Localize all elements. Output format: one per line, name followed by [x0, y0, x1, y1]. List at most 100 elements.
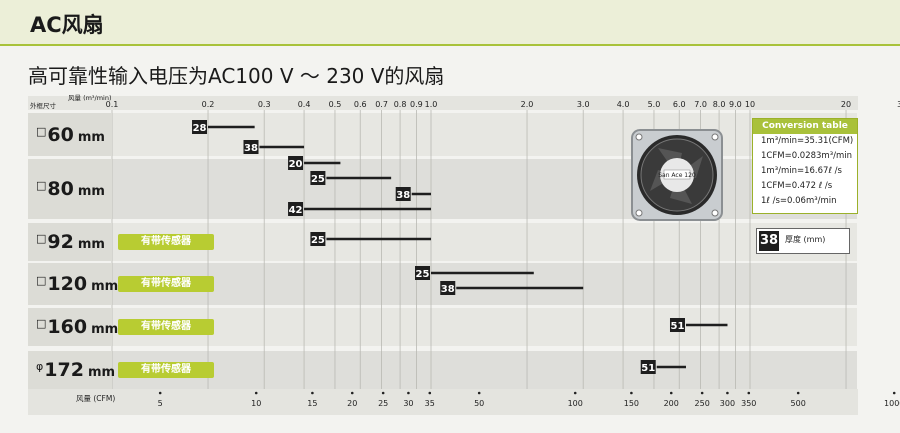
bottom-tick-mark: [350, 391, 354, 395]
bottom-tick-label: 350: [741, 399, 756, 408]
bottom-tick-label: 50: [474, 399, 484, 408]
top-tick-label: 0.3: [258, 100, 271, 109]
top-tick-label: 30: [897, 100, 900, 109]
row-band: [112, 263, 857, 305]
size-value: □80 mm: [36, 178, 105, 200]
conversion-line: 1m³/min=16.67ℓ /s: [761, 166, 842, 176]
top-tick-label: 8.0: [713, 100, 726, 109]
fan-label: San Ace 120: [658, 172, 696, 179]
thickness-label: 38: [441, 284, 455, 295]
thickness-label: 51: [641, 363, 655, 374]
size-row-label: □160 mm: [28, 308, 118, 346]
size-number: 92: [47, 231, 74, 253]
top-tick-label: 0.2: [202, 100, 215, 109]
bottom-axis-unit: 风量 (CFM): [76, 394, 115, 403]
bottom-tick-mark: [892, 391, 896, 395]
thickness-badge: [310, 171, 326, 185]
bottom-tick-label: 5: [158, 399, 163, 408]
thickness-badge: [243, 140, 259, 154]
shape-prefix: □: [36, 232, 47, 245]
bottom-tick-label: 250: [695, 399, 710, 408]
row-band: [112, 223, 857, 261]
shape-prefix: □: [36, 179, 47, 192]
size-number: 120: [47, 273, 88, 295]
size-value: □120 mm: [36, 273, 118, 295]
thickness-badge: [440, 281, 456, 295]
top-tick-label: 7.0: [694, 100, 707, 109]
size-unit: mm: [87, 365, 116, 380]
row-band: [112, 351, 857, 389]
shape-prefix: φ: [36, 360, 44, 373]
top-tick-label: 0.5: [329, 100, 342, 109]
conversion-line: 1ℓ /s=0.06m³/min: [761, 196, 837, 206]
page-subtitle: 高可靠性输入电压为AC100 V ～ 230 V的风扇: [28, 64, 445, 88]
top-tick-label: 9.0: [729, 100, 742, 109]
conversion-line: 1m³/min=35.31(CFM): [761, 136, 854, 146]
conversion-line: 1CFM=0.472 ℓ /s: [761, 181, 833, 191]
row-band: [112, 113, 857, 156]
airflow-chart: 0.1 0.2 0.3 0.4 0.5 0.6 0.7 0.8 0.9 1.0 2.0 3.0 4.0 5…: [28, 94, 900, 415]
thickness-label: 28: [193, 123, 207, 134]
bottom-tick-mark: [669, 391, 673, 395]
bottom-tick-mark: [796, 391, 800, 395]
thickness-badge: [288, 156, 304, 170]
bottom-tick-mark: [630, 391, 633, 395]
size-unit: mm: [77, 129, 105, 145]
bottom-tick-label: 20: [347, 399, 357, 408]
sensor-tag: 有带传感器: [118, 276, 214, 292]
bottom-tick-mark: [381, 391, 385, 395]
thickness-badge: [310, 232, 326, 246]
top-tick-label: 0.4: [298, 100, 311, 109]
bottom-tick-mark: [573, 391, 577, 395]
row-band: [112, 159, 857, 219]
legend-text: 厚度 (mm): [785, 235, 826, 244]
top-tick-label: 2.0: [521, 100, 534, 109]
bottom-tick-mark: [747, 391, 751, 395]
bottom-tick-mark: [700, 391, 704, 395]
bottom-tick-label: 35: [425, 399, 435, 408]
size-unit: mm: [77, 184, 105, 199]
size-value: φ172 mm: [36, 359, 115, 381]
top-axis-strip: [28, 96, 858, 110]
sensor-tag: 有带传感器: [118, 234, 214, 250]
thickness-label: 25: [311, 235, 325, 246]
size-row-label: □80 mm: [28, 159, 112, 219]
bottom-tick-mark: [254, 391, 258, 395]
top-tick-label: 6.0: [673, 100, 686, 109]
thickness-label: 20: [289, 159, 303, 170]
bottom-tick-label: 1000: [884, 399, 900, 408]
top-tick-label: 0.7: [375, 100, 388, 109]
bottom-tick-label: 500: [791, 399, 806, 408]
size-unit: mm: [91, 322, 119, 337]
top-tick-label: 20: [841, 100, 851, 109]
size-value: □160 mm: [36, 316, 118, 338]
size-number: 172: [44, 359, 84, 381]
thickness-label: 25: [311, 174, 325, 185]
bottom-tick-mark: [477, 391, 481, 395]
page-title: AC风扇: [30, 13, 104, 37]
legend-badge: 38: [759, 231, 779, 251]
bottom-tick-mark: [726, 391, 729, 395]
size-unit: mm: [91, 279, 119, 294]
bottom-tick-mark: [158, 391, 162, 395]
size-number: 160: [47, 316, 88, 338]
thickness-label: 38: [244, 143, 258, 154]
sensor-tag: 有带传感器: [118, 362, 214, 378]
conversion-line: 1CFM=0.0283m³/min: [761, 151, 853, 161]
top-tick-label: 3.0: [577, 100, 590, 109]
bottom-tick-label: 100: [568, 399, 583, 408]
thickness-label: 38: [396, 190, 410, 201]
size-number: 80: [47, 178, 74, 200]
bottom-tick-mark: [311, 391, 314, 395]
bottom-tick-mark: [428, 391, 432, 395]
bottom-tick-label: 10: [251, 399, 261, 408]
conversion-table-title: Conversion table: [753, 119, 857, 134]
shape-prefix: □: [36, 317, 47, 330]
bottom-tick-label: 300: [720, 399, 735, 408]
header-rule: [0, 44, 900, 46]
thickness-badge: [415, 266, 430, 280]
header-band: AC风扇: [0, 0, 900, 44]
fan-product-icon: San Ace 120: [628, 126, 726, 224]
size-column-label: 外框尺寸: [30, 101, 57, 110]
thickness-legend: 38 厚度 (mm): [756, 228, 850, 254]
